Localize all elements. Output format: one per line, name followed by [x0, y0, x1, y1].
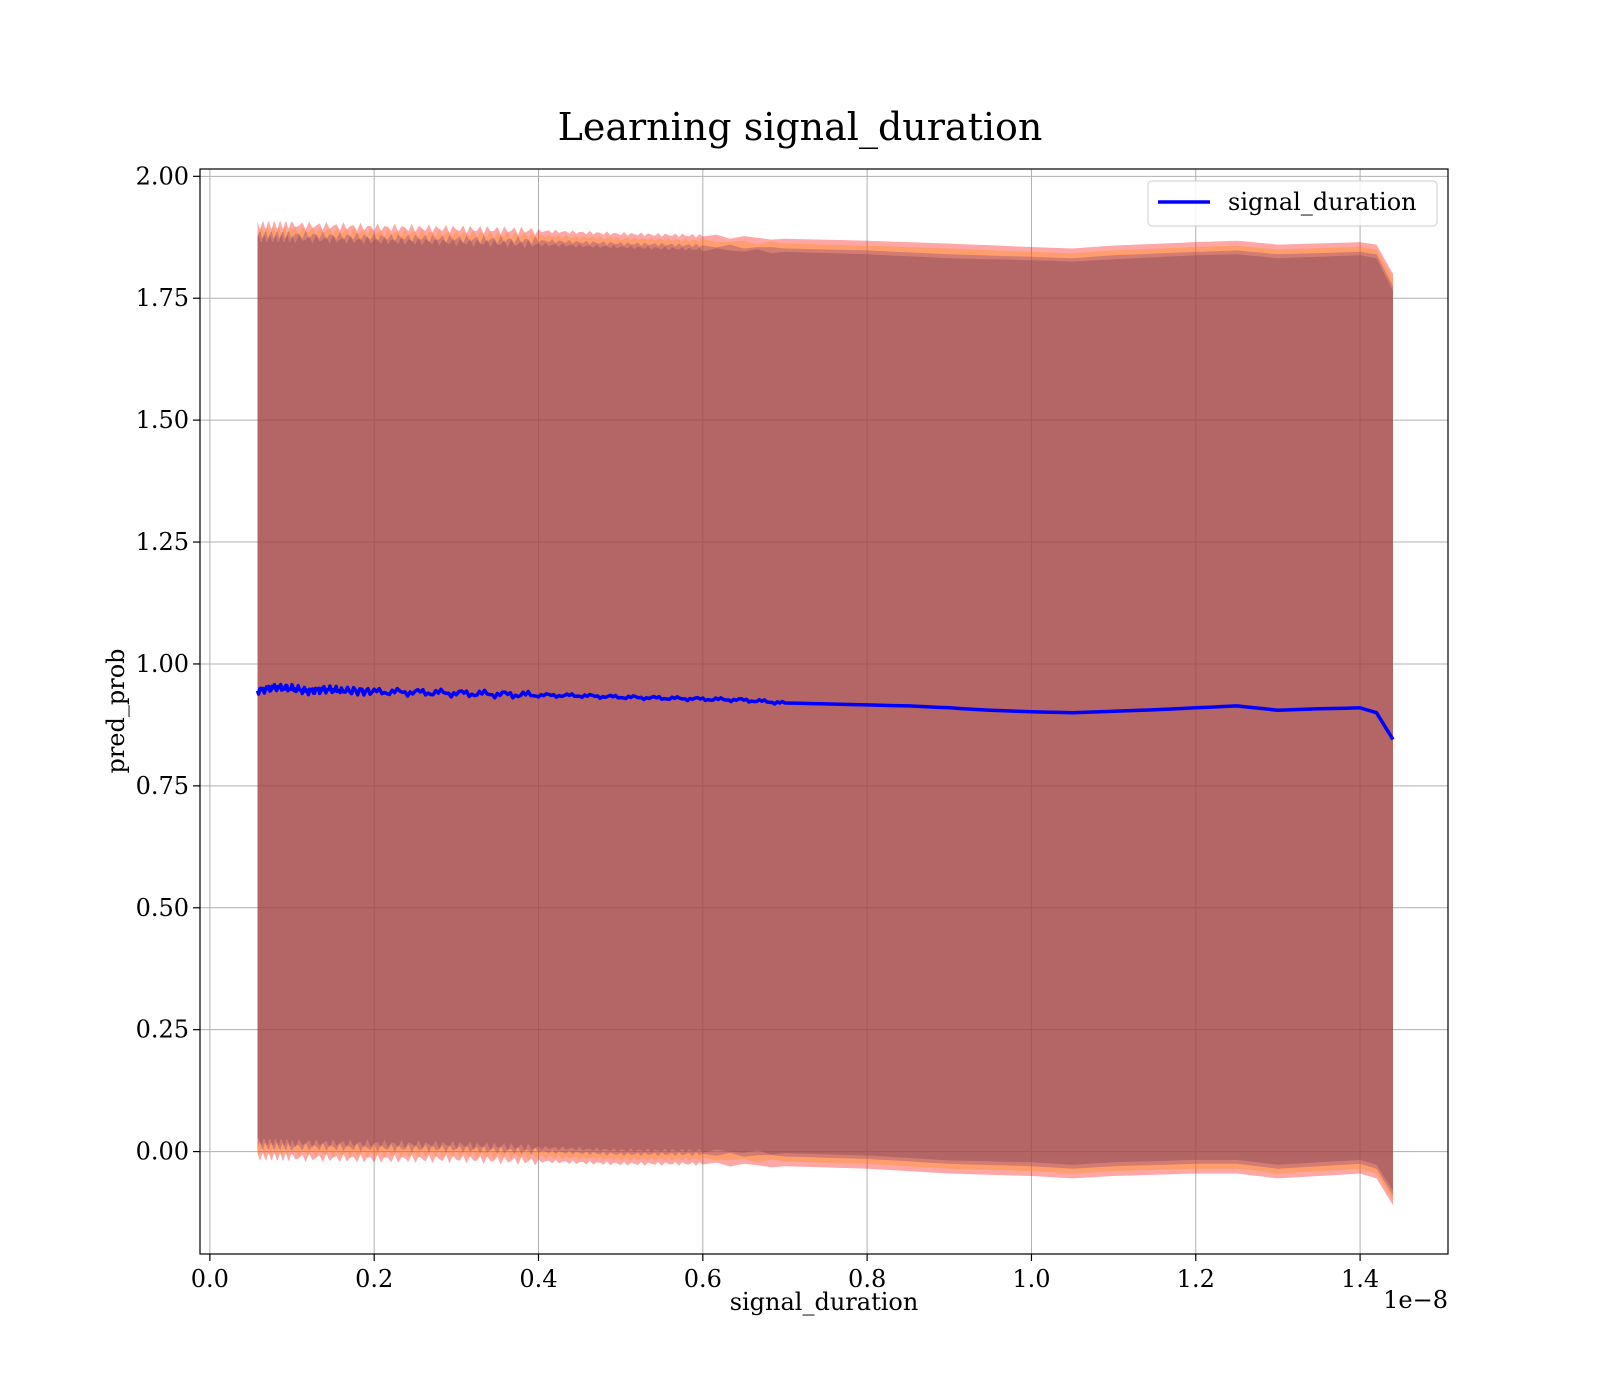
legend: signal_duration: [1147, 180, 1438, 227]
x-tick-label: 1.4: [1341, 1265, 1379, 1293]
y-tick-label: 0.75: [136, 772, 189, 800]
y-tick-label: 0.25: [136, 1016, 189, 1044]
y-tick-label: 1.75: [136, 284, 189, 312]
x-axis-offset-label: 1e−8: [1383, 1286, 1448, 1314]
y-tick-label: 1.00: [136, 650, 189, 678]
y-axis-label: pred_prob: [102, 648, 130, 773]
x-axis-ticks: 0.0 0.2 0.4 0.6 0.8 1.0 1.2 1.4: [191, 1254, 1379, 1293]
y-tick-label: 2.00: [136, 162, 189, 190]
legend-box: [1147, 180, 1438, 227]
x-tick-label: 0.2: [355, 1265, 393, 1293]
y-tick-label: 0.00: [136, 1138, 189, 1166]
confidence-band: [257, 235, 1393, 1191]
y-axis-ticks: 0.00 0.25 0.50 0.75 1.00 1.25 1.50 1.75 2.00: [136, 162, 200, 1166]
confidence-band: [257, 221, 1393, 1206]
x-tick-label: 0.0: [191, 1265, 229, 1293]
legend-label: signal_duration: [1228, 188, 1417, 216]
chart-title: Learning signal_duration: [558, 105, 1043, 150]
confidence-band: [257, 226, 1393, 1201]
series-lines: [255, 682, 1395, 741]
x-tick-label: 0.4: [519, 1265, 557, 1293]
confidence-band: [257, 230, 1393, 1196]
y-tick-label: 1.25: [136, 528, 189, 556]
x-tick-label: 1.0: [1012, 1265, 1050, 1293]
y-tick-label: 0.50: [136, 894, 189, 922]
plot-frame: [199, 168, 1449, 1255]
x-tick-label: 0.8: [848, 1265, 886, 1293]
x-tick-label: 0.6: [684, 1265, 722, 1293]
x-tick-label: 1.2: [1177, 1265, 1215, 1293]
confidence-bands: [257, 221, 1393, 1206]
series-line: [255, 682, 1395, 741]
x-axis-label: signal_duration: [730, 1288, 919, 1316]
y-tick-label: 1.50: [136, 406, 189, 434]
